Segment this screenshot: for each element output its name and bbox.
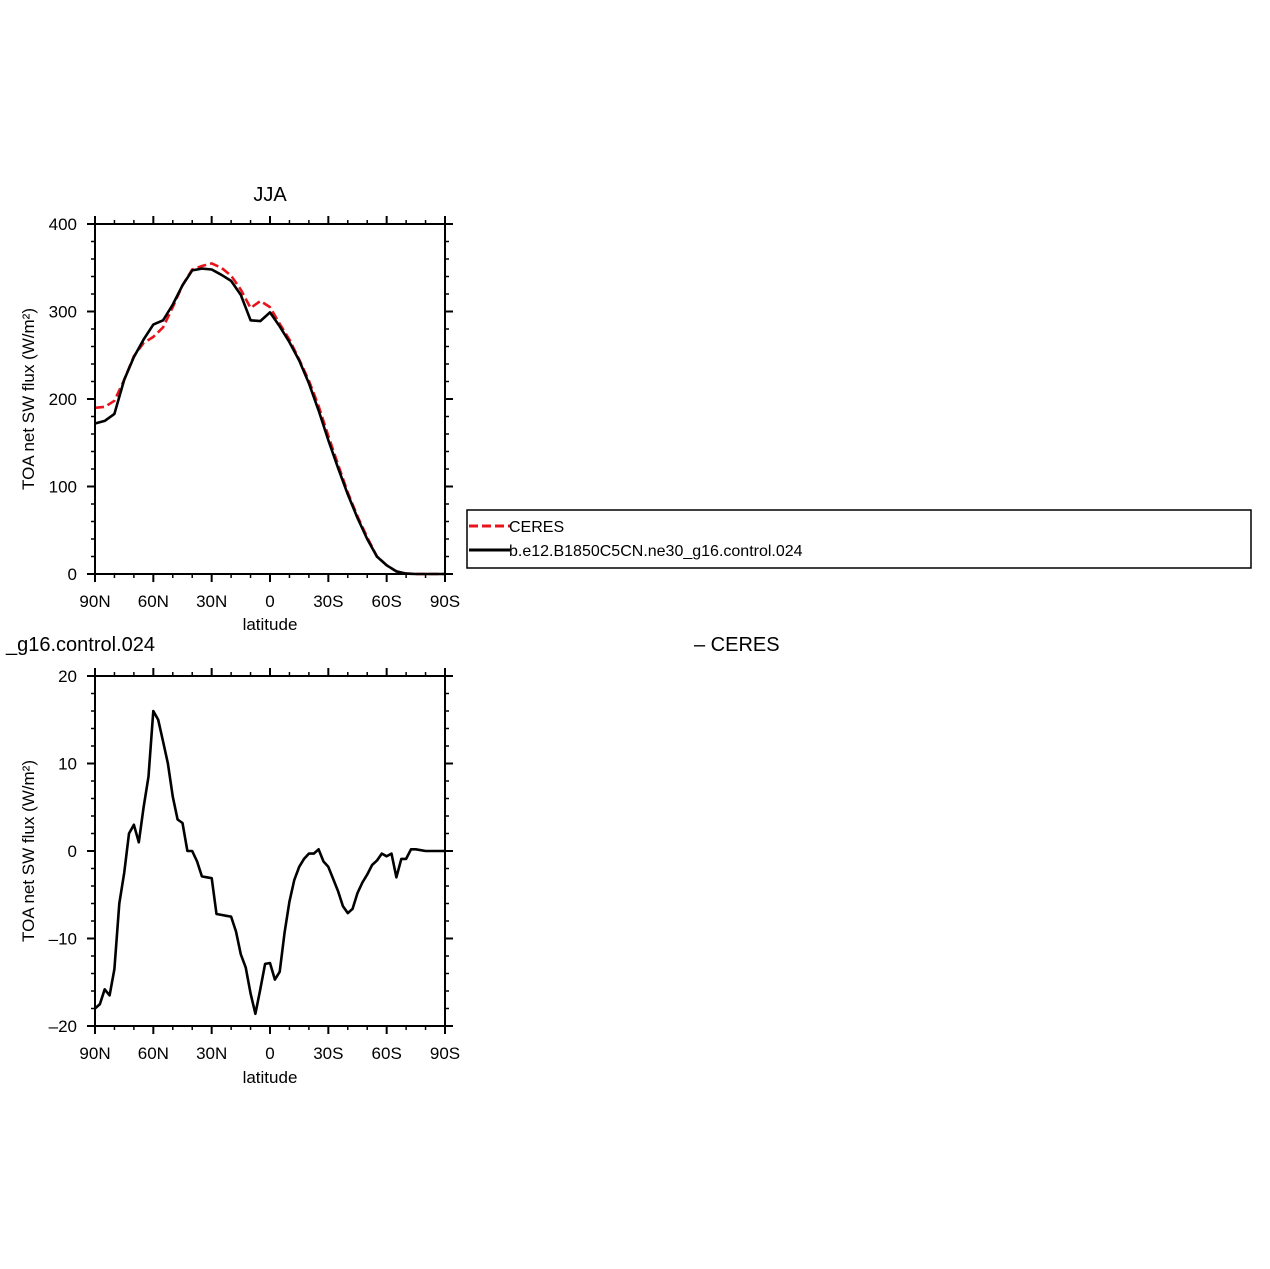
panel-top-plot-frame [94, 223, 446, 575]
y-tick-label: –20 [49, 1017, 77, 1036]
x-tick-label: 90S [430, 592, 460, 611]
panel-bottom: _g16.control.024 – CERES 90N 60N 30N 0 30S 60… [5, 634, 780, 1087]
series-line-ceres [94, 262, 445, 576]
x-tick-label: 60N [138, 592, 169, 611]
panel-bottom-y-axis-title: TOA net SW flux (W/m²) [19, 760, 38, 942]
legend: CERES b.e12.B1850C5CN.ne30_g16.control.0… [466, 509, 1252, 569]
x-tick-label: 30N [196, 592, 227, 611]
x-tick-label: 0 [265, 592, 274, 611]
panel-top-series [94, 262, 445, 576]
panel-top-x-axis-title: latitude [243, 615, 298, 634]
x-tick-label: 30N [196, 1044, 227, 1063]
panel-bottom-plot-frame [94, 675, 446, 1027]
y-tick-label: 300 [49, 303, 77, 322]
panel-top-y-axis-title: TOA net SW flux (W/m²) [19, 308, 38, 490]
x-tick-label: 90S [430, 1044, 460, 1063]
x-tick-label: 30S [313, 1044, 343, 1063]
x-tick-label: 60S [372, 592, 402, 611]
panel-top-ticks [87, 216, 453, 582]
x-tick-label: 60N [138, 1044, 169, 1063]
x-tick-label: 90N [79, 592, 110, 611]
panel-top: JJA 90N 60N 30N 0 30S 60S 90S 0 100 200 300 400 lat… [19, 184, 460, 634]
panel-bottom-title-right: – CERES [694, 634, 780, 656]
legend-label-model: b.e12.B1850C5CN.ne30_g16.control.024 [509, 543, 803, 560]
panel-bottom-ticks [87, 668, 453, 1034]
y-tick-label: –10 [49, 930, 77, 949]
y-tick-label: 100 [49, 478, 77, 497]
panel-top-tick-labels: 90N 60N 30N 0 30S 60S 90S 0 100 200 300 400 [49, 215, 461, 611]
panel-bottom-series [94, 709, 445, 1016]
panel-top-title: JJA [253, 184, 287, 206]
panel-bottom-tick-labels: 90N 60N 30N 0 30S 60S 90S –20 –10 0 10 20 [49, 667, 461, 1063]
series-line-b-e12-b1850c5cn-ne30-g16-control-024 [94, 267, 445, 576]
x-tick-label: 90N [79, 1044, 110, 1063]
x-tick-label: 30S [313, 592, 343, 611]
panel-bottom-x-axis-title: latitude [243, 1068, 298, 1087]
legend-box [466, 509, 1252, 569]
y-tick-label: 400 [49, 215, 77, 234]
legend-label-ceres: CERES [509, 519, 564, 536]
y-tick-label: 200 [49, 390, 77, 409]
panel-bottom-title: _g16.control.024 [5, 634, 155, 656]
series-line-difference [94, 709, 445, 1016]
y-tick-label: 20 [58, 667, 77, 686]
y-tick-label: 0 [68, 565, 77, 584]
x-tick-label: 60S [372, 1044, 402, 1063]
x-tick-label: 0 [265, 1044, 274, 1063]
y-tick-label: 0 [68, 842, 77, 861]
y-tick-label: 10 [58, 755, 77, 774]
